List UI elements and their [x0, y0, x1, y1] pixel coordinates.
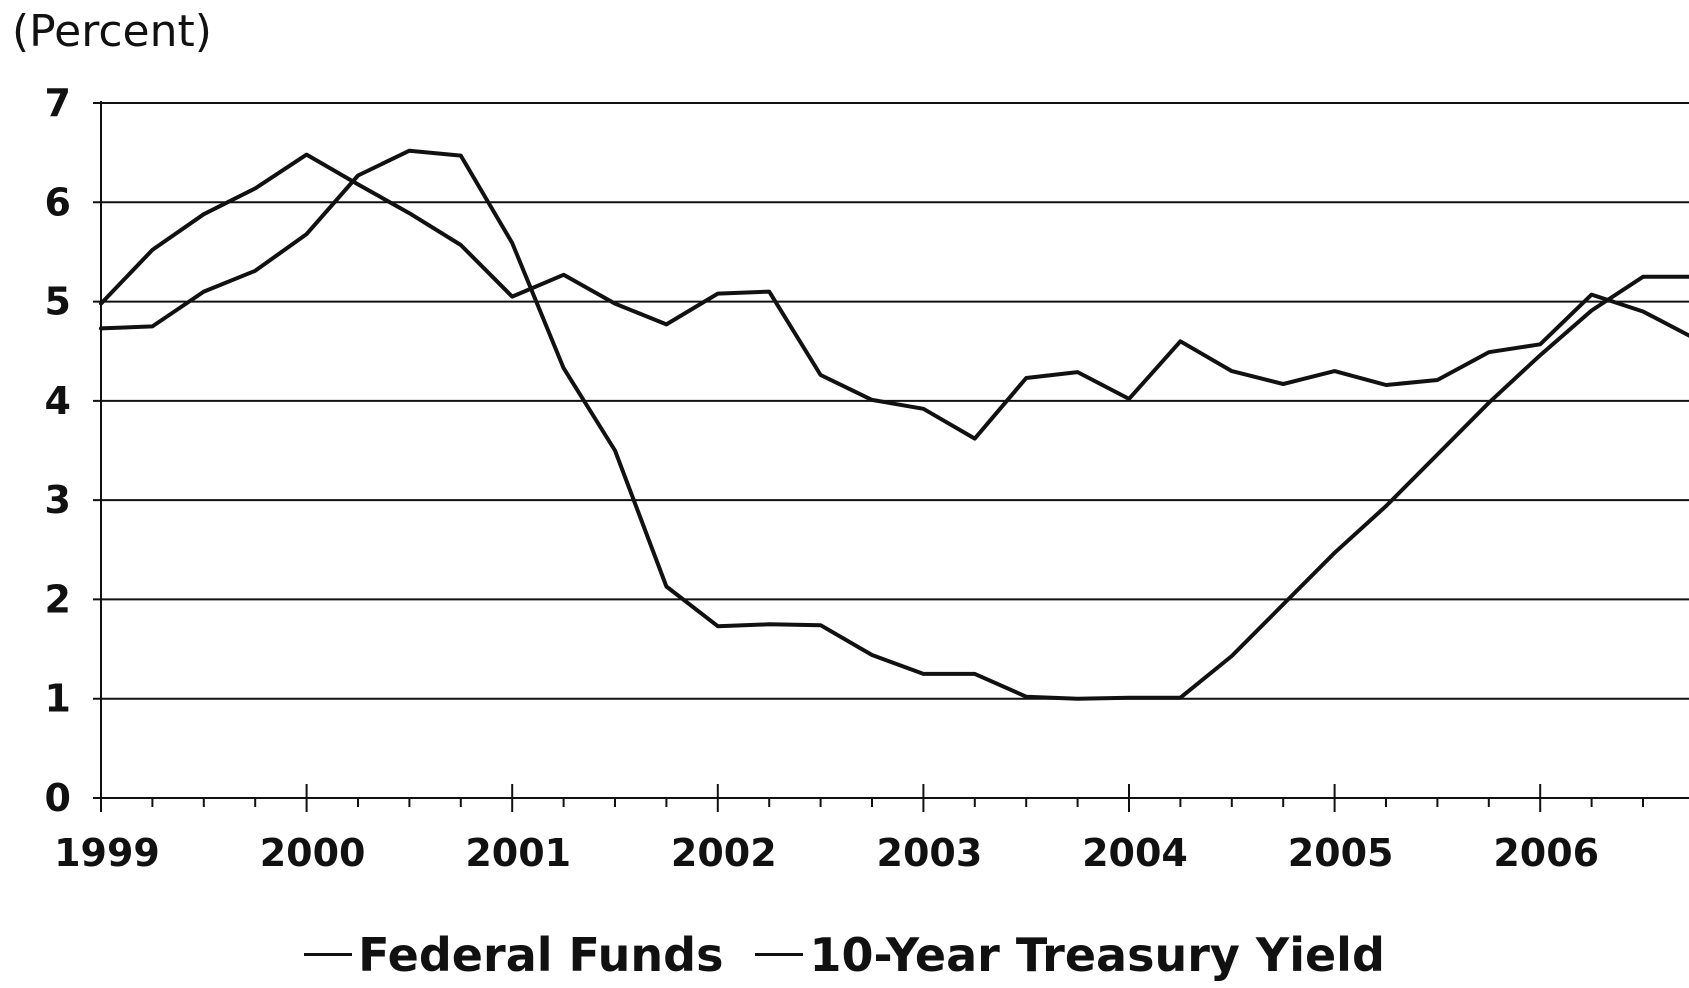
y-tick-label-5: 5 [45, 280, 71, 324]
y-axis-unit-label: (Percent) [12, 6, 212, 57]
y-tick-label-6: 6 [45, 180, 71, 224]
y-tick-label-4: 4 [45, 379, 71, 423]
legend-label-treasury-yield: 10-Year Treasury Yield [809, 928, 1385, 982]
x-tick-label-2006: 2006 [1493, 831, 1599, 875]
y-tick-label-7: 7 [45, 81, 71, 125]
y-tick-labels: 0 1 2 3 4 5 6 7 [45, 81, 71, 820]
x-tick-label-1999: 1999 [54, 831, 160, 875]
x-tick-label-2001: 2001 [465, 831, 571, 875]
legend-item-federal-funds: Federal Funds [304, 928, 723, 982]
series-lines [99, 148, 1689, 701]
y-tick-label-0: 0 [45, 776, 71, 820]
gridlines [93, 102, 1689, 700]
legend-item-treasury-yield: 10-Year Treasury Yield [755, 928, 1385, 982]
series-line-federal-funds [99, 148, 1689, 701]
y-tick-label-2: 2 [45, 577, 71, 621]
legend-label-federal-funds: Federal Funds [358, 928, 724, 982]
x-tick-label-2005: 2005 [1288, 831, 1394, 875]
x-tick-label-2002: 2002 [671, 831, 777, 875]
x-tick-label-2000: 2000 [260, 831, 366, 875]
legend-swatch-federal-funds [304, 953, 353, 956]
legend-swatch-treasury-yield [755, 953, 804, 956]
y-tick-label-3: 3 [45, 478, 71, 522]
x-tick-label-2004: 2004 [1082, 831, 1188, 875]
series-line-treasury-yield [99, 152, 1689, 441]
x-tick-label-2003: 2003 [877, 831, 983, 875]
x-tick-labels: 1999 2000 2001 2002 2003 2004 2005 2006 [54, 831, 1599, 875]
axes [93, 101, 1689, 812]
legend: Federal Funds 10-Year Treasury Yield [0, 928, 1689, 982]
y-tick-label-1: 1 [45, 677, 71, 721]
